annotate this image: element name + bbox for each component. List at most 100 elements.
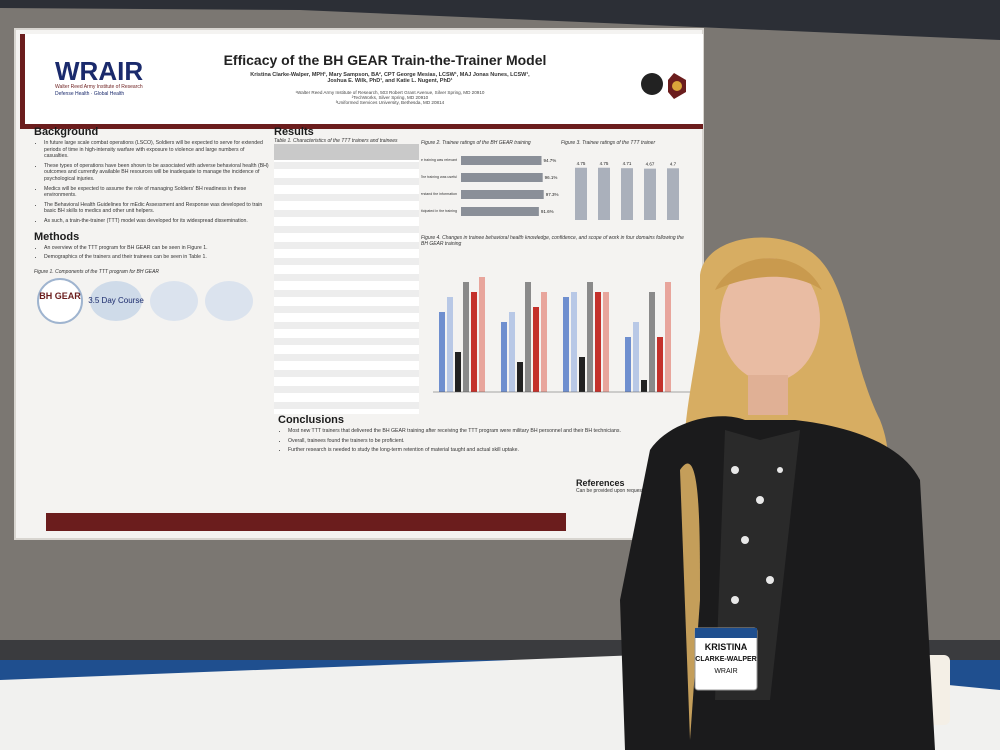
- decor-bar: [665, 282, 671, 392]
- decor-bar: [509, 312, 515, 392]
- table-row: [274, 330, 419, 337]
- list: An overview of the TTT program for BH GE…: [34, 245, 269, 261]
- diagram-label: BH GEAR: [39, 291, 81, 301]
- poster-header: WRAIR Walter Reed Army Institute of Rese…: [20, 34, 703, 129]
- diagram-label: 3.5 Day Course: [88, 296, 144, 305]
- bullet: As such, a train-the-trainer (TTT) model…: [44, 218, 269, 225]
- decor-bar: [479, 277, 485, 392]
- bar: [461, 190, 544, 199]
- caption: Figure 4. Changes in trainee behavioral …: [421, 235, 684, 247]
- bar: [598, 167, 610, 220]
- value-label: 4.67: [646, 162, 655, 167]
- list: Most new TTT trainers that delivered the…: [278, 428, 693, 454]
- table-row: [274, 274, 419, 281]
- table-row: [274, 394, 419, 401]
- badge-first: KRISTINA: [705, 642, 748, 652]
- decor-bar: [463, 282, 469, 392]
- figure-3: 4.75 4.75 4.71 4.67 4.7: [575, 161, 679, 220]
- table-row: [274, 178, 419, 185]
- left-column: Background In future large scale combat o…: [34, 126, 269, 332]
- logo-sub: Walter Reed Army Institute of Research: [55, 84, 143, 90]
- logo-tag: Defense Health · Global Health: [55, 91, 125, 97]
- heading: Conclusions: [278, 414, 345, 426]
- table-row: [274, 186, 419, 193]
- table-row: [274, 226, 419, 233]
- value-label: 94.7%: [543, 158, 556, 163]
- heading: Results: [274, 126, 314, 138]
- bar-label: I understand the information: [421, 192, 457, 196]
- decor-bar: [517, 362, 523, 392]
- decor-bar: [657, 337, 663, 392]
- table-row: [274, 290, 419, 297]
- value-label: 91.6%: [541, 209, 554, 214]
- decor-bar: [587, 282, 593, 392]
- table-row: [274, 266, 419, 273]
- table-row: [274, 258, 419, 265]
- decor-bar: [633, 322, 639, 392]
- bar: [621, 168, 633, 220]
- bullet: These types of operations have been show…: [44, 163, 269, 183]
- caption: Figure 1. Components of the TTT program …: [34, 268, 160, 275]
- decor-bar: [641, 380, 647, 392]
- bullet: The Behavioral Health Guidelines for mEd…: [44, 202, 269, 215]
- heading: Background: [34, 126, 99, 138]
- caption: Table 1. Characteristics of the TTT trai…: [274, 138, 398, 144]
- bar-label: The training was useful: [421, 175, 457, 179]
- poster: WRAIR Walter Reed Army Institute of Rese…: [14, 28, 704, 540]
- bar: [461, 173, 543, 182]
- bullet: In future large scale combat operations …: [44, 140, 269, 160]
- table-row: [274, 346, 419, 353]
- table-row: [274, 386, 419, 393]
- bar-label: I actively participated in the training: [421, 209, 457, 213]
- value-label: 97.3%: [546, 192, 559, 197]
- decor-bar: [447, 297, 453, 392]
- affiliations: ¹Walter Reed Army Institute of Research,…: [225, 90, 555, 105]
- decor-bar: [471, 292, 477, 392]
- bar-label: The training was relevant: [421, 158, 457, 162]
- table-row: [274, 370, 419, 377]
- decor-bar: [533, 307, 539, 392]
- decor-bar: [571, 292, 577, 392]
- decor-bar: [649, 292, 655, 392]
- table-row: [274, 282, 419, 289]
- table-row: [274, 378, 419, 385]
- list: In future large scale combat operations …: [34, 140, 269, 225]
- decor-bar: [595, 292, 601, 392]
- badge-org: WRAIR: [714, 668, 737, 675]
- table-column: Results Table 1. Characteristics of the …: [274, 126, 419, 419]
- table-row: [274, 218, 419, 225]
- table-row: [274, 298, 419, 305]
- table: [274, 144, 419, 414]
- bullet: Medics will be expected to assume the ro…: [44, 186, 269, 199]
- footer: [46, 513, 566, 531]
- decor-bar: [439, 312, 445, 392]
- badge-last: CLARKE-WALPER: [695, 656, 756, 663]
- bullet: Overall, trainees found the trainers to …: [288, 438, 693, 445]
- decor-bar: [625, 337, 631, 392]
- bar: [575, 167, 587, 220]
- decor-bar: [603, 292, 609, 392]
- logo: WRAIR: [55, 56, 144, 86]
- table-row: [274, 242, 419, 249]
- decor-bar: [525, 282, 531, 392]
- caption: Figure 2. Trainee ratings of the BH GEAR…: [421, 140, 531, 146]
- affiliation: ¹Walter Reed Army Institute of Research,…: [295, 90, 485, 95]
- affiliation: ³Uniformed Services University, Bethesda…: [335, 100, 445, 105]
- value-label: 96.1%: [545, 175, 558, 180]
- figure-4: [433, 277, 691, 393]
- caption: Figure 3. Trainee ratings of the TTT tra…: [561, 140, 656, 146]
- table-row: [274, 202, 419, 209]
- table-row: [274, 250, 419, 257]
- table-row: [274, 194, 419, 201]
- table-row: [274, 306, 419, 313]
- table-row: [274, 210, 419, 217]
- table-row: [274, 162, 419, 169]
- seals: [641, 73, 686, 99]
- decor-bar: [541, 292, 547, 392]
- table-row: [274, 362, 419, 369]
- authors: Kristina Clarke-Walper, MPH¹, Mary Samps…: [250, 72, 530, 84]
- references: References Can be provided upon request: [576, 478, 696, 494]
- value-label: 4.75: [600, 161, 609, 166]
